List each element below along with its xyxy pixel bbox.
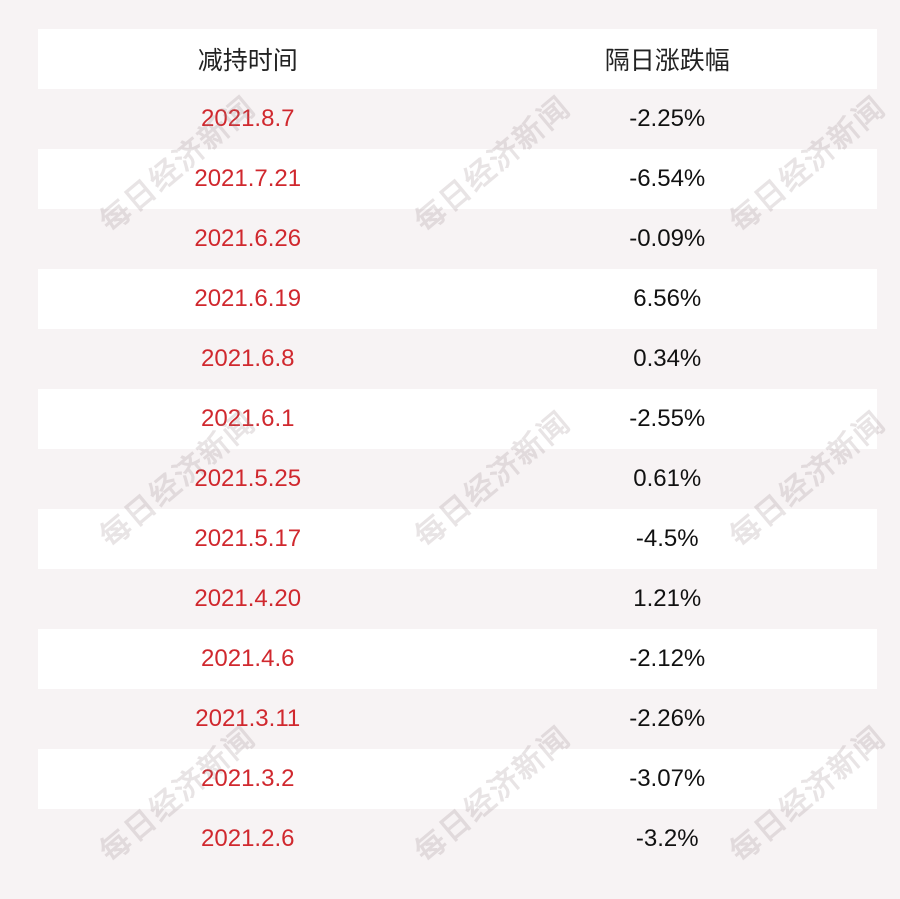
- table-row: 2021.5.17 -4.5%: [38, 509, 877, 569]
- next-day-change-cell: -3.07%: [629, 765, 706, 792]
- table-row: 2021.3.2 -3.07%: [38, 749, 877, 809]
- reduction-date-cell: 2021.7.21: [194, 165, 302, 192]
- table-row: 2021.4.6 -2.12%: [38, 629, 877, 689]
- reduction-date-cell: 2021.4.6: [201, 645, 295, 672]
- reduction-date-cell: 2021.3.11: [195, 705, 301, 732]
- next-day-change-cell: -2.12%: [629, 645, 706, 672]
- table-row: 2021.6.8 0.34%: [38, 329, 877, 389]
- reduction-date-cell: 2021.5.17: [194, 525, 302, 552]
- table-row: 2021.6.19 6.56%: [38, 269, 877, 329]
- table-row: 2021.3.11 -2.26%: [38, 689, 877, 749]
- reduction-date-cell: 2021.2.6: [201, 825, 295, 852]
- table-row: 2021.6.1 -2.55%: [38, 389, 877, 449]
- next-day-change-cell: 0.34%: [633, 345, 702, 372]
- table-row: 2021.5.25 0.61%: [38, 449, 877, 509]
- table-row: 2021.8.7 -2.25%: [38, 89, 877, 149]
- reduction-date-cell: 2021.6.1: [201, 405, 295, 432]
- next-day-change-cell: 6.56%: [633, 285, 702, 312]
- reduction-date-cell: 2021.3.2: [201, 765, 295, 792]
- data-table: 减持时间 隔日涨跌幅 2021.8.7 -2.25% 2021.7.21 -6.54%…: [38, 29, 877, 869]
- next-day-change-cell: -2.55%: [629, 405, 706, 432]
- header-reduction-date: 减持时间: [197, 47, 298, 75]
- table-header-row: 减持时间 隔日涨跌幅: [38, 29, 877, 89]
- next-day-change-cell: 1.21%: [633, 585, 702, 612]
- next-day-change-cell: -6.54%: [629, 165, 706, 192]
- next-day-change-cell: -2.25%: [629, 105, 706, 132]
- reduction-date-cell: 2021.6.26: [194, 225, 302, 252]
- reduction-date-cell: 2021.6.19: [194, 285, 302, 312]
- table-row: 2021.2.6 -3.2%: [38, 809, 877, 869]
- next-day-change-cell: -2.26%: [629, 705, 706, 732]
- reduction-date-cell: 2021.6.8: [201, 345, 295, 372]
- next-day-change-cell: -0.09%: [629, 225, 706, 252]
- table-row: 2021.4.20 1.21%: [38, 569, 877, 629]
- reduction-date-cell: 2021.5.25: [194, 465, 302, 492]
- next-day-change-cell: -3.2%: [635, 825, 699, 852]
- next-day-change-cell: 0.61%: [633, 465, 702, 492]
- next-day-change-cell: -4.5%: [635, 525, 699, 552]
- reduction-date-cell: 2021.4.20: [194, 585, 302, 612]
- reduction-date-cell: 2021.8.7: [201, 105, 295, 132]
- table-body: 2021.8.7 -2.25% 2021.7.21 -6.54% 2021.6.26 -0…: [38, 89, 877, 869]
- table-row: 2021.6.26 -0.09%: [38, 209, 877, 269]
- header-next-day-change: 隔日涨跌幅: [604, 47, 730, 75]
- table-row: 2021.7.21 -6.54%: [38, 149, 877, 209]
